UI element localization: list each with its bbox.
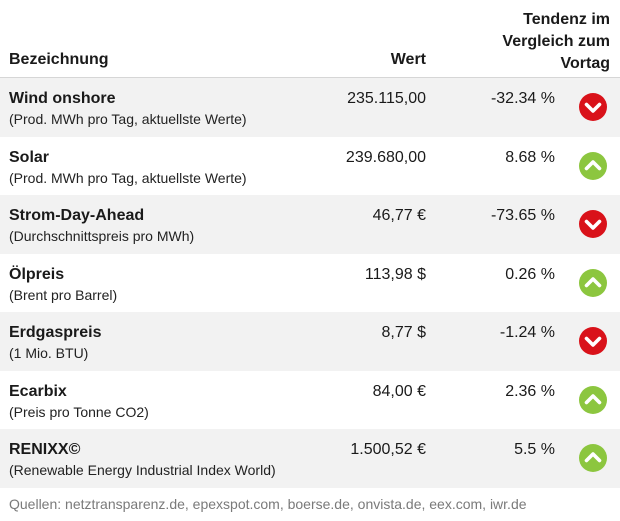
column-header-value: Wert xyxy=(391,51,426,69)
table-row: Wind onshore (Prod. MWh pro Tag, aktuell… xyxy=(0,78,620,137)
row-change-percent: 8.68 % xyxy=(505,149,555,167)
table-row: Solar (Prod. MWh pro Tag, aktuellste Wer… xyxy=(0,137,620,196)
row-name: Ölpreis xyxy=(9,266,64,284)
row-description: (Renewable Energy Industrial Index World… xyxy=(9,462,276,478)
column-header-trend-line1: Tendenz im xyxy=(460,9,610,31)
row-name: Erdgaspreis xyxy=(9,324,101,342)
row-value: 113,98 $ xyxy=(365,266,426,284)
arrow-up-green-icon xyxy=(578,151,608,181)
row-value: 8,77 $ xyxy=(382,324,426,342)
row-name: Solar xyxy=(9,149,49,167)
column-header-name: Bezeichnung xyxy=(9,51,109,69)
table-row: RENIXX© (Renewable Energy Industrial Ind… xyxy=(0,429,620,488)
row-name: RENIXX© xyxy=(9,441,80,459)
row-description: (Prod. MWh pro Tag, aktuellste Werte) xyxy=(9,170,247,186)
arrow-up-green-icon xyxy=(578,268,608,298)
row-change-percent: -1.24 % xyxy=(500,324,555,342)
row-description: (Durchschnittspreis pro MWh) xyxy=(9,228,194,244)
table-body: Wind onshore (Prod. MWh pro Tag, aktuell… xyxy=(0,78,620,488)
table-row: Ecarbix (Preis pro Tonne CO2) 84,00 € 2.… xyxy=(0,371,620,430)
table-header: Bezeichnung Wert Tendenz im Vergleich zu… xyxy=(0,0,620,78)
table-row: Erdgaspreis (1 Mio. BTU) 8,77 $ -1.24 % xyxy=(0,312,620,371)
row-value: 235.115,00 xyxy=(347,90,426,108)
table-row: Strom-Day-Ahead (Durchschnittspreis pro … xyxy=(0,195,620,254)
market-data-table: Bezeichnung Wert Tendenz im Vergleich zu… xyxy=(0,0,620,488)
row-name: Wind onshore xyxy=(9,90,116,108)
row-value: 239.680,00 xyxy=(346,149,426,167)
row-description: (Preis pro Tonne CO2) xyxy=(9,404,149,420)
arrow-down-red-icon xyxy=(578,92,608,122)
arrow-up-green-icon xyxy=(578,385,608,415)
row-change-percent: 5.5 % xyxy=(514,441,555,459)
column-header-trend: Tendenz im Vergleich zum Vortag xyxy=(460,9,610,75)
row-name: Ecarbix xyxy=(9,383,67,401)
column-header-trend-line3: Vortag xyxy=(460,53,610,75)
row-name: Strom-Day-Ahead xyxy=(9,207,144,225)
row-change-percent: -73.65 % xyxy=(491,207,555,225)
sources-footer: Quellen: netztransparenz.de, epexspot.co… xyxy=(9,496,527,512)
row-description: (Prod. MWh pro Tag, aktuellste Werte) xyxy=(9,111,247,127)
row-change-percent: -32.34 % xyxy=(491,90,555,108)
row-change-percent: 0.26 % xyxy=(505,266,555,284)
row-description: (Brent pro Barrel) xyxy=(9,287,117,303)
column-header-trend-line2: Vergleich zum xyxy=(460,31,610,53)
row-value: 1.500,52 € xyxy=(350,441,426,459)
row-description: (1 Mio. BTU) xyxy=(9,345,88,361)
arrow-up-green-icon xyxy=(578,443,608,473)
table-row: Ölpreis (Brent pro Barrel) 113,98 $ 0.26… xyxy=(0,254,620,313)
row-change-percent: 2.36 % xyxy=(505,383,555,401)
row-value: 46,77 € xyxy=(373,207,426,225)
arrow-down-red-icon xyxy=(578,326,608,356)
row-value: 84,00 € xyxy=(373,383,426,401)
arrow-down-red-icon xyxy=(578,209,608,239)
